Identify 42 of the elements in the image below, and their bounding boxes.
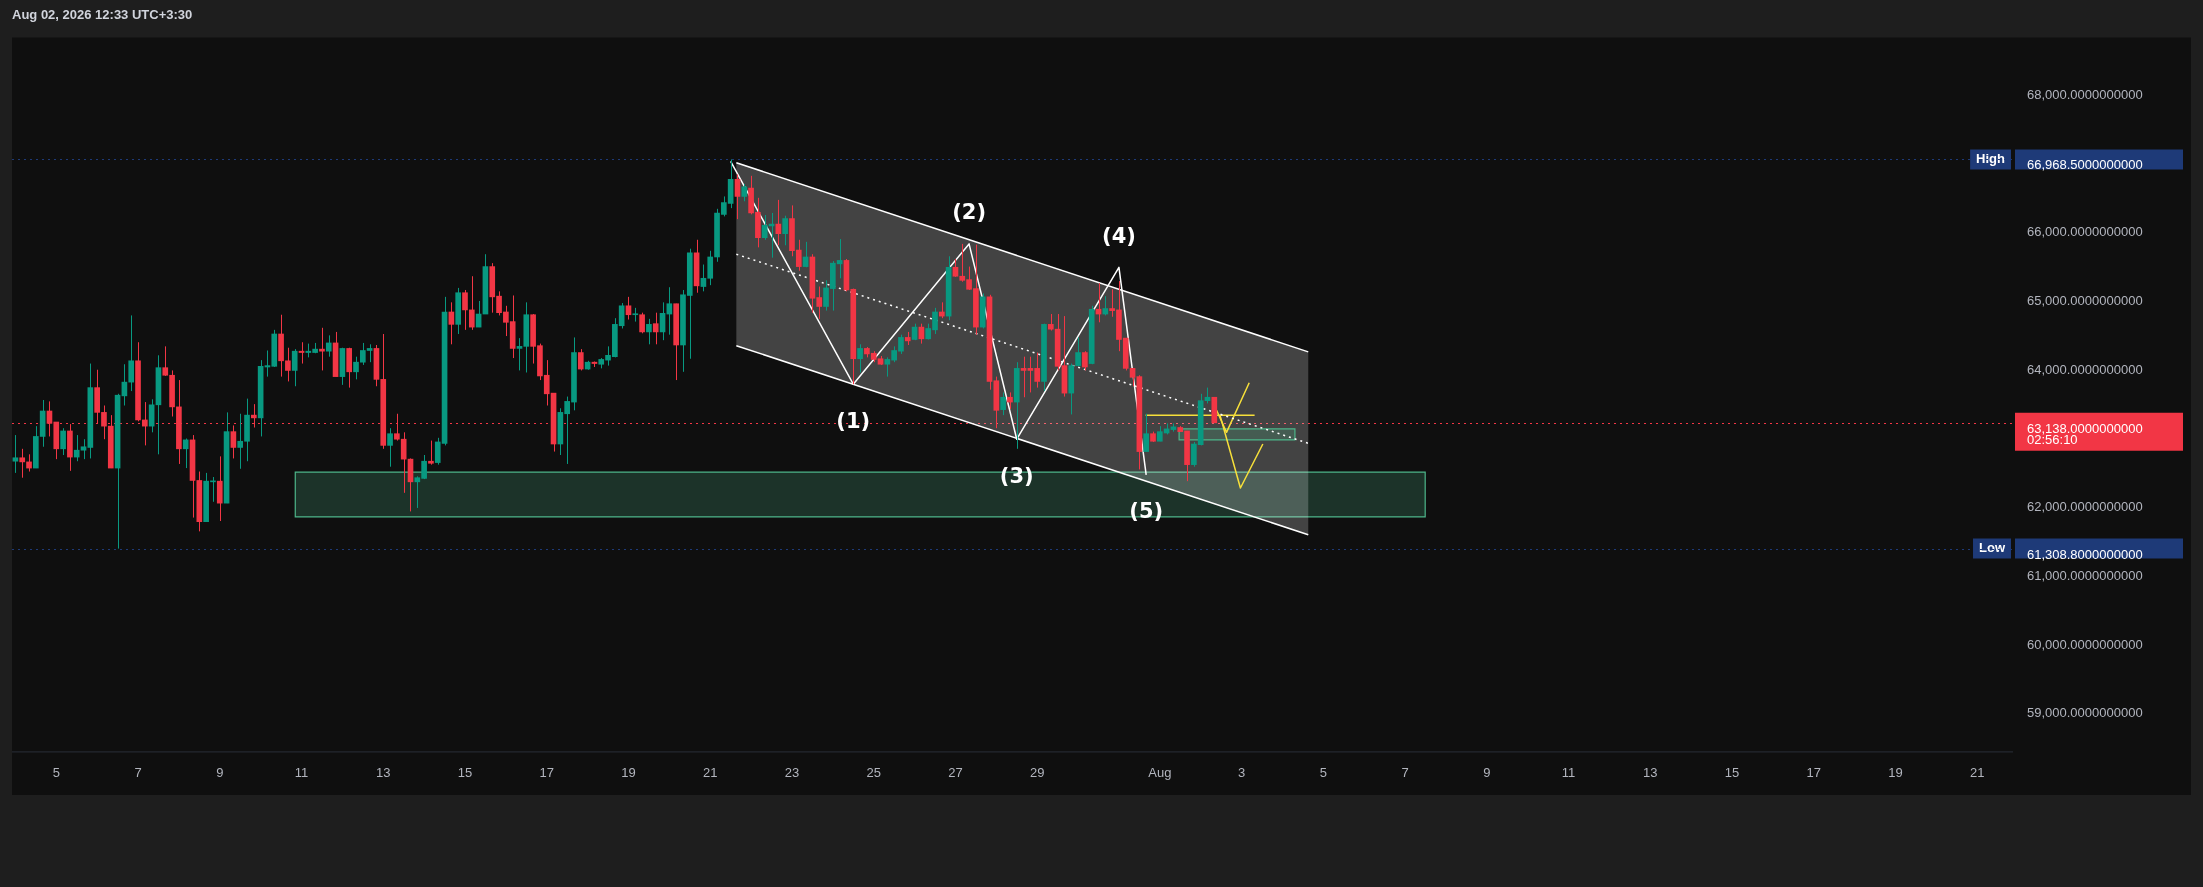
- x-tick-label: 11: [294, 764, 309, 780]
- x-tick-label: 17: [539, 764, 554, 780]
- x-tick-label: 19: [1888, 764, 1903, 780]
- y-tick-label: 68,000.0000000000: [2027, 86, 2143, 102]
- x-tick-label: 7: [134, 764, 142, 780]
- x-tick-label: 23: [784, 764, 800, 780]
- y-tick-label: 61,000.0000000000: [2027, 567, 2143, 583]
- y-tick-label: 65,000.0000000000: [2027, 292, 2143, 308]
- y-tick-label: 63,138.0000000000: [2027, 420, 2143, 436]
- y-tick-label: 59,000.0000000000: [2027, 705, 2143, 721]
- x-tick-label: 3: [1237, 764, 1246, 780]
- annotation: (4): [1102, 223, 1136, 248]
- x-tick-label: 13: [1643, 764, 1658, 780]
- y-tick-label: 66,968.5000000000: [2027, 157, 2143, 173]
- x-tick-label: 7: [1401, 764, 1409, 780]
- x-tick-label: 27: [948, 764, 963, 780]
- x-tick-label: 21: [1970, 764, 1985, 780]
- x-tick-label: 25: [866, 764, 881, 780]
- y-tick-label: 64,000.0000000000: [2027, 361, 2143, 377]
- x-tick-label: 15: [457, 764, 473, 780]
- annotation: (2): [952, 200, 986, 225]
- x-tick-label: 11: [1561, 764, 1576, 780]
- annotation: (5): [1129, 499, 1164, 524]
- annotation: (1): [836, 408, 871, 433]
- x-tick-label: 21: [702, 764, 718, 780]
- x-tick-label: 29: [1029, 764, 1045, 780]
- y-tick-label: 61,308.8000000000: [2027, 546, 2143, 562]
- y-tick-label: 60,000.0000000000: [2027, 636, 2143, 652]
- x-tick-label: 17: [1806, 764, 1821, 780]
- y-tick-label: 62,000.0000000000: [2027, 499, 2143, 515]
- ref-line-label: High: [1976, 151, 2006, 166]
- x-tick-label: 5: [1319, 764, 1327, 780]
- x-tick-label: 9: [1483, 764, 1491, 780]
- x-tick-label: 9: [216, 764, 224, 780]
- x-tick-label: Aug: [1148, 764, 1172, 780]
- x-tick-label: 5: [52, 764, 60, 780]
- chart-title: Aug 02, 2026 12:33 UTC+3:30: [12, 7, 193, 23]
- annotation: (3): [999, 463, 1034, 488]
- x-tick-label: 19: [621, 764, 636, 780]
- y-tick-label: 66,000.0000000000: [2027, 224, 2143, 240]
- x-tick-label: 15: [1724, 764, 1740, 780]
- x-tick-label: 13: [376, 764, 391, 780]
